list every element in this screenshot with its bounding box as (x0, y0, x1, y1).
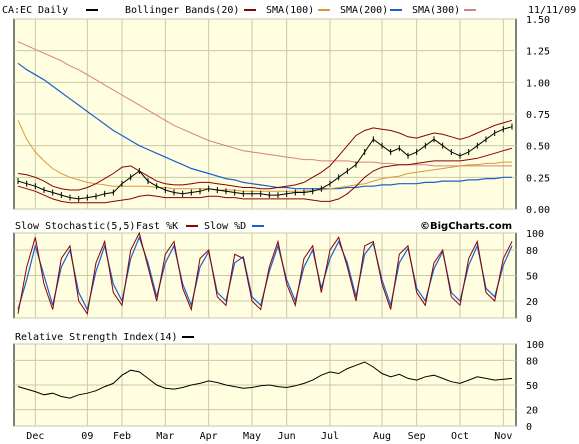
price-line (17, 126, 513, 200)
y-tick-label: 80 (526, 356, 538, 367)
stochastic-title: Slow Stochastic(5,5) (15, 221, 135, 232)
x-tick-label: Apr (200, 431, 218, 442)
x-tick-label: Feb (113, 431, 131, 442)
x-tick-label: Mar (156, 431, 174, 442)
y-tick-label: 1.25 (526, 47, 550, 58)
y-tick-label: 0.50 (526, 142, 550, 153)
rsi-series-layer (17, 361, 513, 399)
price-frequency-label: Daily (38, 5, 68, 16)
y-tick-label: 0 (526, 422, 532, 433)
legend-sma200-label: SMA(200) (340, 5, 388, 16)
x-tick-label: 09 (81, 431, 93, 442)
x-tick-label: Jun (278, 431, 296, 442)
rsi-grid (14, 343, 516, 427)
price-series-layer (17, 41, 513, 204)
y-tick-label: 50 (526, 381, 538, 392)
y-tick-label: 0.75 (526, 110, 550, 121)
rsi-title: Relative Strength Index(14) (15, 332, 178, 343)
x-tick-label: Jul (321, 431, 339, 442)
y-tick-label: 50 (526, 272, 538, 283)
x-tick-label: Sep (408, 431, 426, 442)
legend-bollinger-label: Bollinger Bands(20) (125, 5, 239, 16)
price-date-label: 11/11/09 (528, 5, 576, 16)
y-tick-label: 0.00 (526, 205, 550, 216)
y-tick-label: 1.50 (526, 15, 550, 26)
x-tick-label: Oct (451, 431, 469, 442)
x-tick-label: Nov (494, 431, 512, 442)
x-tick-label: Aug (373, 431, 391, 442)
x-tick-label: Dec (26, 431, 44, 442)
fast-k-line (17, 231, 513, 316)
price-grid (14, 18, 516, 210)
y-tick-label: 20 (526, 406, 538, 417)
stochastic-series-layer (17, 231, 513, 316)
y-tick-label: 0 (526, 314, 532, 325)
y-tick-label: 0.25 (526, 173, 550, 184)
sma200-line (17, 62, 512, 190)
bollinger-upper-line (17, 119, 513, 191)
legend-fastk-label: Fast %K (136, 221, 178, 232)
axis-labels-layer: 1.50 1.25 1.00 0.75 0.50 0.25 0.00 100 80 50 20 0 10… (26, 15, 550, 442)
legend-sma300-label: SMA(300) (412, 5, 460, 16)
x-tick-label: May (243, 431, 261, 442)
y-tick-label: 100 (526, 340, 544, 351)
bigcharts-watermark: ©BigCharts.com (420, 221, 512, 232)
legend-sma100-label: SMA(100) (266, 5, 314, 16)
y-tick-label: 20 (526, 297, 538, 308)
y-tick-label: 80 (526, 246, 538, 257)
sma100-line (17, 120, 512, 192)
sma300-line (17, 41, 512, 167)
price-symbol-label: CA:EC (2, 5, 32, 16)
legend-slowd-label: Slow %D (204, 221, 246, 232)
bollinger-lower-line (17, 147, 513, 204)
y-tick-label: 1.00 (526, 78, 550, 89)
y-tick-label: 100 (526, 229, 544, 240)
rsi-line (17, 361, 513, 399)
stochastic-grid (14, 232, 516, 319)
